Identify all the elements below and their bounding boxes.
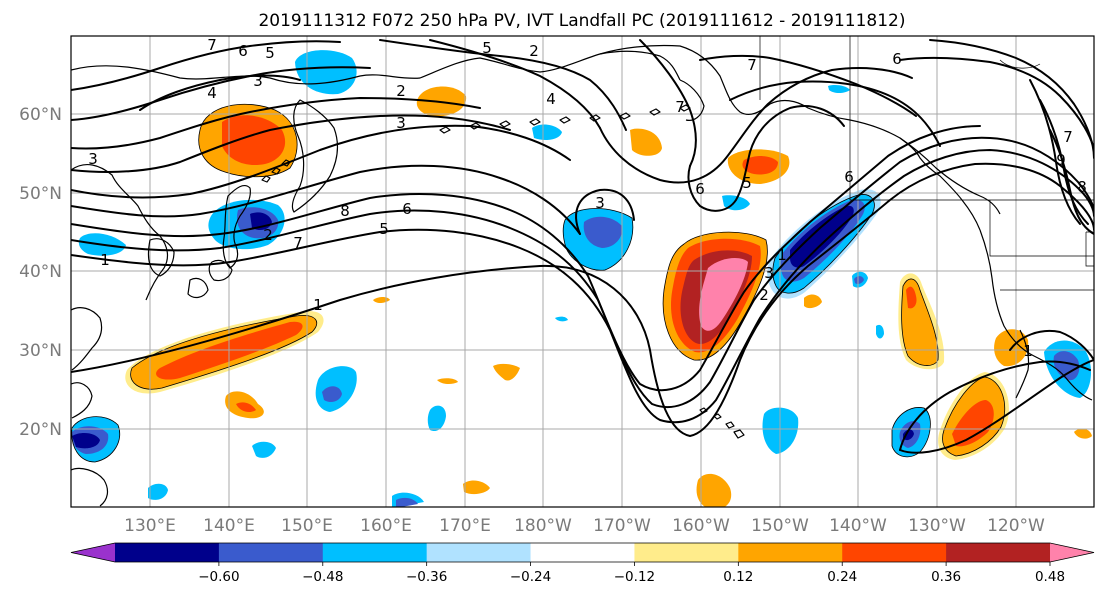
contour-label: 5: [265, 44, 275, 62]
lon-label: 130°W: [908, 516, 966, 536]
colorbar-tick-label: −0.48: [302, 569, 343, 585]
lon-label: 140°E: [203, 516, 255, 536]
positive-anomaly-kamchatka: [198, 104, 298, 177]
contour-label: 7: [675, 98, 685, 116]
lon-label: 170°E: [439, 516, 491, 536]
pv-contours: [71, 39, 1094, 454]
colorbar-tick-label: 0.48: [1035, 569, 1065, 585]
contour-label: 6: [892, 50, 902, 68]
map-frame: [70, 35, 1095, 508]
colorbar: −0.60 −0.48 −0.36 −0.24 −0.12 0.12 0.24 0.36 0.4…: [70, 542, 1095, 585]
longitude-labels: 130°E 140°E 150°E 160°E 170°E 180°W 170°…: [124, 516, 1045, 536]
negative-anomaly-misc: [71, 50, 1092, 507]
contour-label: 2: [263, 226, 273, 244]
lon-label: 170°W: [593, 516, 651, 536]
contour-label: 8: [1077, 178, 1087, 196]
contour-label: 2: [396, 82, 406, 100]
contour-label: 1: [1023, 342, 1033, 360]
contour-label: 7: [747, 56, 757, 74]
contour-label: 3: [253, 72, 263, 90]
contour-label: 2: [759, 286, 769, 304]
colorbar-segment: [842, 543, 947, 562]
figure-title: 2019111312 F072 250 hPa PV, IVT Landfall…: [258, 11, 905, 31]
colorbar-segment: [426, 543, 532, 562]
colorbar-tick-label: 0.36: [931, 569, 961, 585]
colorbar-tick-label: −0.60: [198, 569, 239, 585]
lon-label: 140°W: [829, 516, 887, 536]
colorbar-segment: [218, 543, 324, 562]
lon-label: 160°W: [672, 516, 730, 536]
lat-label: 20°N: [19, 420, 62, 440]
colorbar-segment: [634, 543, 739, 562]
colorbar-segment: [738, 543, 843, 562]
positive-anomaly-central-pacific: [663, 232, 768, 361]
contour-label: 3: [764, 264, 774, 282]
contour-label: 5: [742, 174, 752, 192]
lon-label: 150°E: [281, 516, 333, 536]
contour-label: 6: [695, 180, 705, 198]
contour-label: 1: [777, 246, 787, 264]
colorbar-segment: [115, 543, 220, 562]
colorbar-min-extension: [71, 543, 115, 562]
contour-label: 5: [379, 220, 389, 238]
lon-label: 160°E: [360, 516, 412, 536]
lat-label: 40°N: [19, 262, 62, 282]
contour-label: 1: [100, 251, 110, 269]
lat-label: 50°N: [19, 184, 62, 204]
contour-labels: 7 6 5 3 4 3 5 2 4 7 6 7 2 3 8 6 5 1 7 1 …: [88, 36, 1087, 360]
positive-anomaly-small: [225, 86, 1092, 507]
colorbar-tick-label: −0.24: [510, 569, 551, 585]
lon-label: 150°W: [751, 516, 809, 536]
lon-label: 130°E: [124, 516, 176, 536]
colorbar-tick-label: 0.12: [723, 569, 753, 585]
lat-label: 60°N: [19, 105, 62, 125]
contour-label: 3: [88, 150, 98, 168]
map-panel: 7 6 5 3 4 3 5 2 4 7 6 7 2 3 8 6 5 1 7 1 …: [71, 36, 1094, 507]
contour-label: 2: [529, 42, 539, 60]
contour-label: 3: [396, 114, 406, 132]
lon-label: 120°W: [987, 516, 1045, 536]
latitude-labels: 60°N 50°N 40°N 30°N 20°N: [19, 105, 62, 440]
contour-label: 4: [207, 84, 217, 102]
colorbar-segment: [946, 543, 1051, 562]
contour-label: 1: [313, 296, 323, 314]
colorbar-max-extension: [1050, 543, 1094, 562]
colorbar-tick-label: −0.36: [406, 569, 447, 585]
colorbar-outline: [70, 542, 1095, 563]
contour-label: 5: [482, 39, 492, 57]
colorbar-segment: [322, 543, 428, 562]
contour-label: 6: [402, 200, 412, 218]
colorbar-segment: [530, 543, 635, 562]
contour-label: 6: [238, 42, 248, 60]
colorbar-tick-label: 0.24: [827, 569, 857, 585]
contour-label: 8: [340, 202, 350, 220]
contour-label: 9: [1056, 151, 1066, 169]
lat-label: 30°N: [19, 341, 62, 361]
contour-label: 7: [293, 234, 303, 252]
lon-label: 180°W: [514, 516, 572, 536]
contour-label: 3: [595, 194, 605, 212]
contour-label: 7: [1063, 128, 1073, 146]
shading-outlines: [71, 103, 1006, 463]
contour-label: 7: [207, 36, 217, 54]
political-borders: [759, 36, 1094, 291]
contour-label: 4: [546, 90, 556, 108]
colorbar-tick-label: −0.12: [614, 569, 655, 585]
contour-label: 6: [844, 168, 854, 186]
